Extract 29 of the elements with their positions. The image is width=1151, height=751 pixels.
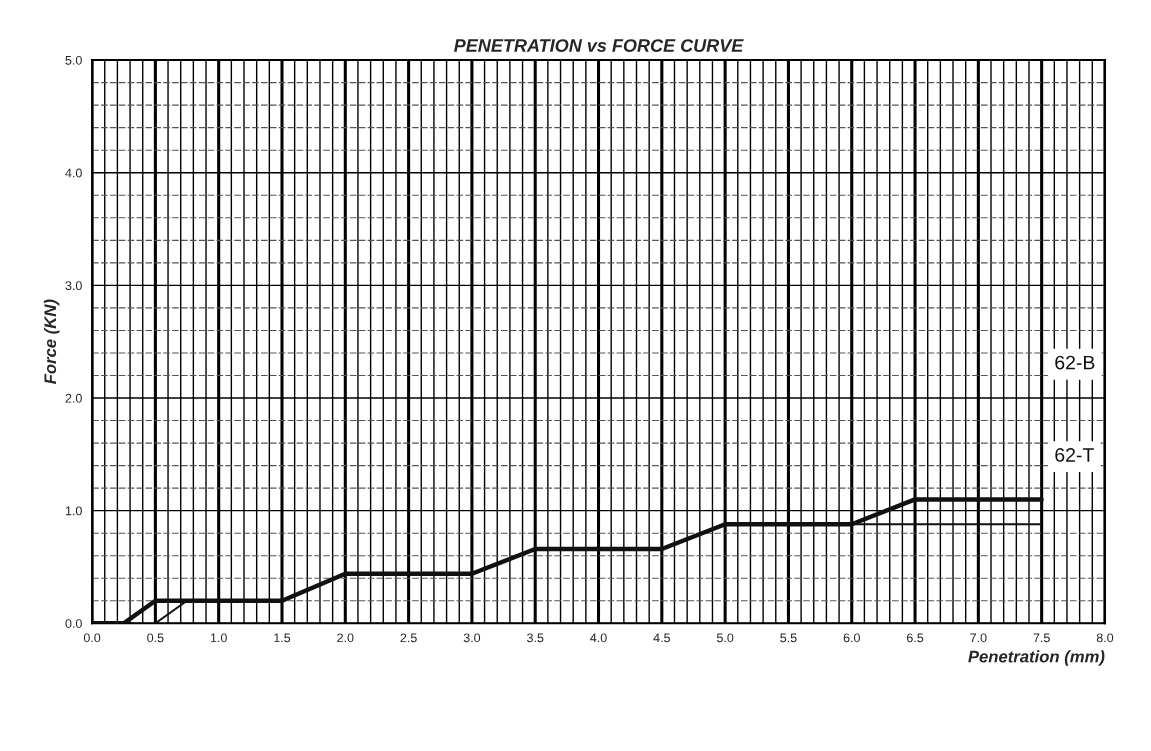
x-tick-label: 0.0 [83, 633, 101, 643]
y-tick-label: 5.0 [65, 55, 82, 65]
y-tick-label: 1.0 [65, 506, 82, 516]
x-tick-label: 3.0 [463, 633, 481, 643]
x-tick-label: 4.0 [590, 633, 607, 643]
x-tick-label: 1.0 [210, 633, 227, 643]
y-tick-label: 4.0 [65, 168, 82, 178]
x-tick-label: 5.5 [780, 633, 797, 643]
x-tick-label: 5.0 [716, 633, 734, 643]
x-axis-title: Penetration (mm) [968, 650, 1105, 666]
text: 62-T [1055, 448, 1094, 462]
chart-title: PENETRATION vs FORCE CURVE [454, 39, 744, 52]
y-axis-title: Force (KN) [43, 299, 60, 384]
y-tick-label: 3.0 [65, 281, 82, 291]
x-tick-label: 0.5 [147, 633, 164, 643]
y-tick-label: 2.0 [65, 393, 82, 403]
line-series [92, 497, 1044, 624]
text: 62-B [1055, 355, 1095, 370]
x-tick-label: 3.5 [527, 633, 544, 643]
x-tick-label: 2.5 [400, 633, 417, 643]
x-tick-label: 4.5 [653, 633, 670, 643]
x-tick-label: 7.0 [970, 633, 987, 643]
x-tick-label: 6.5 [906, 633, 924, 643]
x-tick-label: 7.5 [1033, 633, 1050, 643]
x-tick-label: 8.0 [1096, 633, 1114, 643]
x-tick-label: 2.0 [337, 633, 354, 643]
x-tick-label: 1.5 [274, 633, 291, 643]
y-tick-label: 0.0 [65, 619, 82, 628]
x-tick-label: 6.0 [843, 633, 860, 643]
